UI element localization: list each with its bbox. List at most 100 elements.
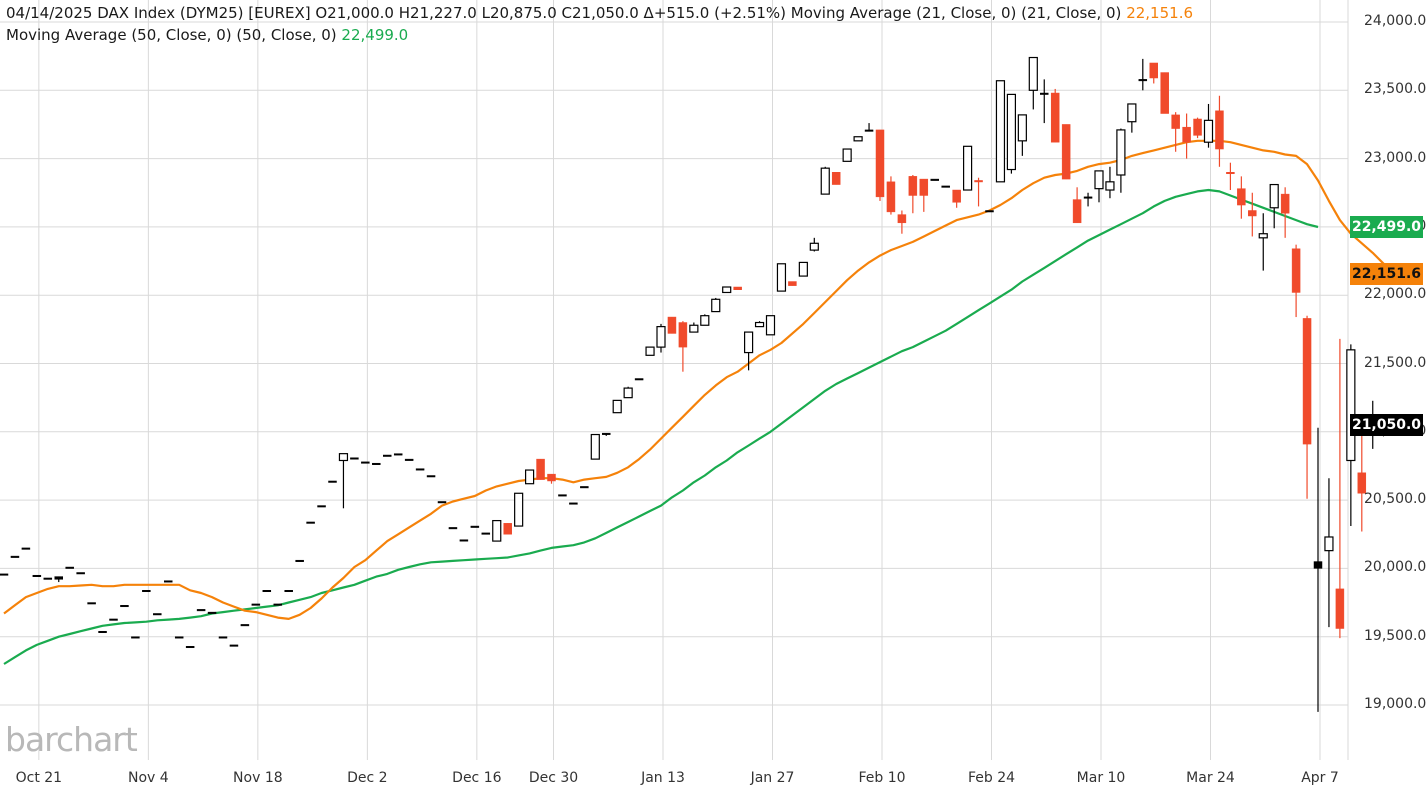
candle (733, 286, 742, 290)
candle (43, 577, 53, 580)
candles-group (0, 56, 1378, 712)
candle (754, 321, 765, 328)
candle-body (1127, 103, 1137, 123)
x-tick-label: Feb 24 (967, 770, 1016, 786)
candle (842, 148, 852, 162)
candle (317, 505, 326, 508)
candle (602, 432, 611, 436)
candle (1006, 93, 1017, 174)
candle (875, 129, 885, 201)
candle-body (1006, 93, 1017, 171)
candle-body (602, 432, 611, 435)
candle-body (1171, 114, 1180, 129)
candle (831, 172, 841, 185)
x-tick-label: Mar 24 (1186, 770, 1235, 786)
y-tick-label: 19,000.0 (1364, 696, 1426, 712)
candle (689, 322, 699, 333)
x-tick-label: Feb 10 (858, 770, 906, 786)
candle (558, 494, 567, 497)
candle (207, 611, 217, 614)
candle (941, 185, 950, 188)
candle (536, 458, 545, 480)
candle-body (328, 480, 337, 483)
candle-body (1291, 248, 1301, 293)
candle-body (1237, 188, 1246, 206)
candle-body (32, 574, 42, 577)
candle (481, 532, 491, 535)
candle (678, 321, 688, 372)
candle (251, 603, 261, 606)
candle (131, 636, 140, 639)
candle (328, 480, 337, 483)
candle-body (10, 555, 20, 558)
candle-body (941, 185, 950, 188)
candle-body (1017, 114, 1027, 142)
candle (361, 461, 370, 464)
candle-body (558, 494, 567, 497)
candle (1105, 166, 1115, 199)
candle-body (985, 210, 994, 213)
candle-body (1258, 233, 1268, 239)
candle (109, 618, 118, 621)
candle (1291, 244, 1301, 318)
candle-body (1302, 318, 1312, 445)
x-tick-label: Nov 4 (128, 770, 169, 786)
candle (1280, 187, 1290, 238)
candle-body (1105, 181, 1115, 191)
candle (962, 145, 973, 191)
candle-body (645, 346, 655, 356)
candle-body (240, 624, 250, 627)
candle-body (514, 492, 524, 527)
candle-body (547, 473, 556, 482)
candle-body (185, 646, 195, 649)
candle-body (1193, 118, 1202, 136)
ma50-price-badge: 22,499.0 (1350, 216, 1423, 238)
candle (185, 646, 195, 649)
candle-body (295, 559, 304, 562)
candle (776, 263, 787, 292)
candle-body (809, 242, 819, 251)
candle-body (492, 519, 502, 542)
candle (426, 475, 436, 478)
candle (580, 486, 589, 489)
candle (372, 462, 381, 465)
candle (1149, 62, 1158, 84)
candle-body (350, 457, 359, 460)
candle-body (21, 547, 31, 550)
candle (897, 210, 907, 234)
candle (0, 573, 9, 576)
candle-body (689, 324, 699, 333)
candle (1215, 95, 1224, 167)
candle (54, 576, 63, 583)
candle (711, 297, 721, 313)
candle (1269, 183, 1279, 229)
candle-body (229, 644, 239, 647)
candle-body (1094, 170, 1104, 190)
candle (295, 559, 304, 562)
candle (908, 174, 918, 214)
candle-body (897, 214, 907, 224)
candle (1203, 103, 1214, 148)
candle-body (1116, 129, 1126, 176)
candle-body (109, 618, 118, 621)
candle-body (1061, 124, 1071, 180)
candle-body (962, 145, 973, 191)
candle-body (0, 573, 9, 576)
y-tick-label: 20,000.0 (1364, 559, 1426, 576)
candle-body (974, 180, 983, 183)
candle (853, 136, 863, 142)
candle-body (372, 462, 381, 465)
ma21-group (3, 139, 1396, 620)
header-quote-text: 04/14/2025 DAX Index (DYM25) [EUREX] O21… (6, 4, 1122, 22)
candle-body (864, 129, 874, 132)
candle-body (317, 505, 326, 508)
candle (273, 603, 282, 606)
candle-body (952, 189, 961, 203)
ma50-header-value: 22,499.0 (341, 26, 409, 44)
candle-body (76, 572, 85, 575)
candle-body (524, 469, 535, 485)
candle-body (930, 178, 939, 181)
candle-body (1335, 588, 1345, 629)
ma21-line (3, 139, 1396, 620)
